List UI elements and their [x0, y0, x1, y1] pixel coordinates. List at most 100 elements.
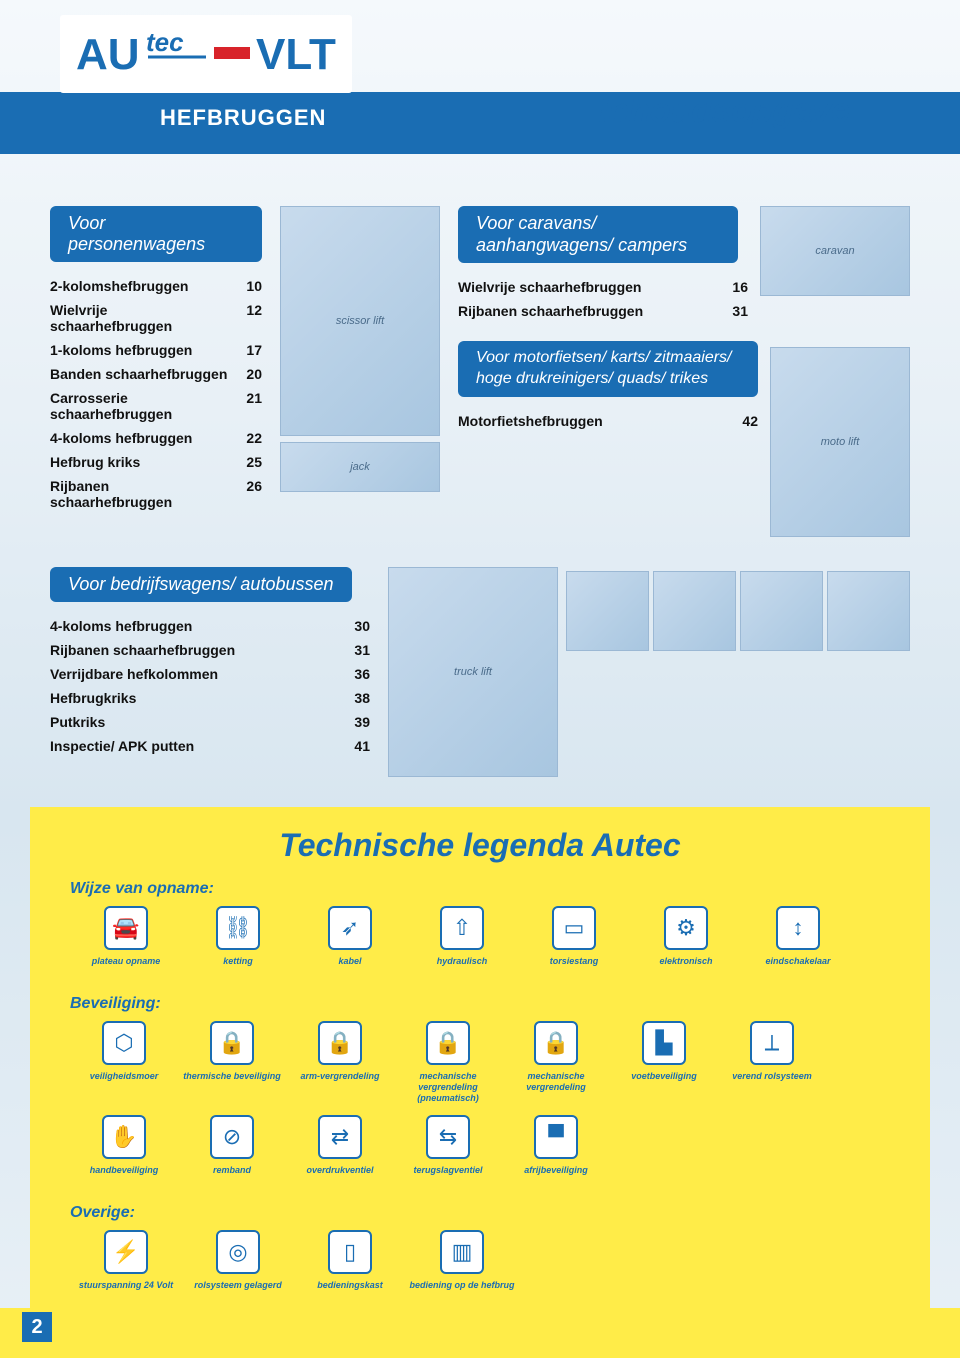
legend-row-beveiliging: ⬡veiligheidsmoer🔒thermische beveiliging🔒… — [30, 1021, 930, 1188]
legend-icon-cell: ⊘remband — [178, 1115, 286, 1176]
toc-page: 20 — [228, 366, 262, 382]
section-heading-caravan: Voor caravans/ aanhangwagens/ campers — [458, 206, 738, 263]
legend-icon: ↕ — [776, 906, 820, 950]
toc-page: 25 — [228, 454, 262, 470]
legend-icon-label: verend rolsysteem — [732, 1071, 812, 1082]
toc-label: Motorfietshefbruggen — [458, 413, 603, 429]
legend-icon-cell: 🔒 arm-vergrendeling — [286, 1021, 394, 1103]
legend-group2-label: Beveiliging: — [70, 995, 930, 1013]
legend-icon-cell: 🔒mechanische vergrendeling — [502, 1021, 610, 1103]
logo-text-tec: tec — [146, 27, 184, 57]
toc-list-bedrijf: 4-koloms hefbruggen30Rijbanen schaarhefb… — [50, 614, 370, 758]
toc-page: 31 — [714, 303, 748, 319]
toc-row: Putkriks39 — [50, 710, 370, 734]
toc-label: Verrijdbare hefkolommen — [50, 666, 218, 682]
legend-icon-label: voetbeveiliging — [631, 1071, 697, 1082]
toc-label: Wielvrije schaarhefbruggen — [458, 279, 641, 295]
legend-icon-cell: ⚙elektronisch — [630, 906, 742, 967]
legend-icon-label: overdrukventiel — [306, 1165, 373, 1176]
toc-page: 17 — [228, 342, 262, 358]
legend-icon: ▯ — [328, 1230, 372, 1274]
legend-icon-cell: 🚘plateau opname — [70, 906, 182, 967]
toc-row: Hefbrug kriks 25 — [50, 450, 262, 474]
toc-label: Hefbrugkriks — [50, 690, 136, 706]
toc-label: Inspectie/ APK putten — [50, 738, 194, 754]
toc-page: 21 — [232, 390, 262, 422]
gallery-image-4 — [827, 571, 910, 651]
legend-icon-label: veiligheidsmoer — [90, 1071, 159, 1082]
toc-row: Wielvrije schaarhefbruggen12 — [50, 298, 262, 338]
legend-icon-cell: ▀ afrijbeveiliging — [502, 1115, 610, 1176]
legend-icon: 🔒 — [210, 1021, 254, 1065]
legend-icon: 🔒 — [318, 1021, 362, 1065]
legend-panel: Technische legenda Autec Wijze van opnam… — [30, 807, 930, 1333]
legend-icon: ⇆ — [426, 1115, 470, 1159]
legend-icon-label: stuurspanning 24 Volt — [79, 1280, 173, 1291]
legend-icon: ✋ — [102, 1115, 146, 1159]
legend-icon: ⟂ — [750, 1021, 794, 1065]
logo-text-au: AU — [76, 30, 140, 79]
image-caravan: caravan — [760, 206, 910, 296]
legend-icon-label: bediening op de hefbrug — [410, 1280, 515, 1291]
legend-icon: ⇄ — [318, 1115, 362, 1159]
gallery-strip — [566, 571, 910, 651]
toc-list-caravan: Wielvrije schaarhefbruggen16Rijbanen sch… — [458, 275, 748, 323]
toc-label: 4-koloms hefbruggen — [50, 618, 192, 634]
legend-icon-cell: 🔒thermische beveiliging — [178, 1021, 286, 1103]
legend-icon: ▙ — [642, 1021, 686, 1065]
legend-icon-cell: ▯ bedieningskast — [294, 1230, 406, 1291]
toc-page: 38 — [336, 690, 370, 706]
toc-row: 1-koloms hefbruggen 17 — [50, 338, 262, 362]
legend-icon: ⇧ — [440, 906, 484, 950]
legend-icon-cell: ⇆ terugslagventiel — [394, 1115, 502, 1176]
legend-icon-cell: ↕eindschakelaar — [742, 906, 854, 967]
image-jack: jack — [280, 442, 440, 492]
toc-page: 31 — [336, 642, 370, 658]
legend-icon-label: rolsysteem gelagerd — [194, 1280, 282, 1291]
legend-icon-cell: ⇄ overdrukventiel — [286, 1115, 394, 1176]
legend-icon: ⊘ — [210, 1115, 254, 1159]
legend-icon-cell: ▙ voetbeveiliging — [610, 1021, 718, 1103]
section-heading-moto: Voor motorfietsen/ karts/ zitmaaiers/ ho… — [458, 341, 758, 397]
image-truck-lift: truck lift — [388, 567, 558, 777]
legend-icon-label: afrijbeveiliging — [524, 1165, 588, 1176]
toc-label: Hefbrug kriks — [50, 454, 140, 470]
legend-icon-cell: ⬡veiligheidsmoer — [70, 1021, 178, 1103]
toc-page: 22 — [228, 430, 262, 446]
legend-icon: ➶ — [328, 906, 372, 950]
toc-row: Verrijdbare hefkolommen 36 — [50, 662, 370, 686]
toc-label: Carrosserie schaarhefbruggen — [50, 390, 232, 422]
legend-icon-label: elektronisch — [659, 956, 712, 967]
page-number: 2 — [22, 1312, 52, 1342]
legend-icon-cell: ⟂ verend rolsysteem — [718, 1021, 826, 1103]
legend-row-opname: 🚘plateau opname⛓ketting➶kabel⇧hydraulisc… — [30, 906, 930, 979]
legend-icon-cell: ⛓ketting — [182, 906, 294, 967]
toc-page: 42 — [724, 413, 758, 429]
legend-row-overige: ⚡stuurspanning 24 Volt◎rolsysteem gelage… — [30, 1230, 930, 1303]
section-heading-bedrijf: Voor bedrijfswagens/ autobussen — [50, 567, 352, 602]
toc-label: Wielvrije schaarhefbruggen — [50, 302, 229, 334]
legend-icon-label: arm-vergrendeling — [300, 1071, 379, 1082]
legend-icon-label: mechanische vergrendeling (pneumatisch) — [394, 1071, 502, 1103]
page-title: Inhoudsopgave — [599, 92, 850, 131]
subtitle: HEFBRUGGEN — [160, 105, 326, 131]
legend-icon-label: bedieningskast — [317, 1280, 383, 1291]
toc-label: Putkriks — [50, 714, 105, 730]
toc-page: 41 — [336, 738, 370, 754]
toc-row: Inspectie/ APK putten 41 — [50, 734, 370, 758]
legend-icon-cell: ⇧hydraulisch — [406, 906, 518, 967]
gallery-image-3 — [740, 571, 823, 651]
toc-row: 4-koloms hefbruggen 22 — [50, 426, 262, 450]
toc-label: 4-koloms hefbruggen — [50, 430, 192, 446]
toc-label: 1-koloms hefbruggen — [50, 342, 192, 358]
legend-icon-label: terugslagventiel — [413, 1165, 482, 1176]
toc-row: Rijbanen schaarhefbruggen 31 — [50, 638, 370, 662]
legend-title: Technische legenda Autec — [279, 827, 680, 863]
toc-page: 36 — [336, 666, 370, 682]
header: AU tec VLT HEFBRUGGEN Inhoudsopgave — [0, 0, 960, 136]
legend-icon-label: handbeveiliging — [90, 1165, 159, 1176]
toc-label: Rijbanen schaarhefbruggen — [50, 642, 235, 658]
toc-row: Wielvrije schaarhefbruggen16 — [458, 275, 748, 299]
legend-icon: ▀ — [534, 1115, 578, 1159]
toc-page: 10 — [228, 278, 262, 294]
